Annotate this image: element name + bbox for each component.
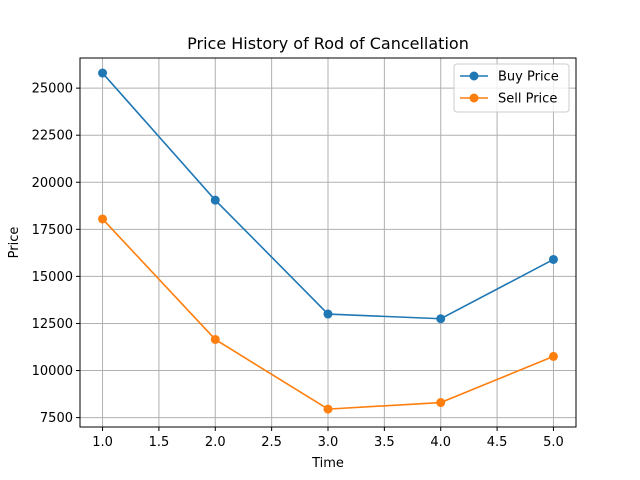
grid [80,58,576,427]
y-tick-label: 7500 [40,411,73,426]
series-lines [98,68,558,414]
legend-sell-price-marker [469,93,479,103]
legend-buy-price-label: Buy Price [498,70,559,85]
y-tick-label: 17500 [32,223,73,238]
x-axis-ticks: 1.0 1.5 2.0 2.5 3.0 3.5 4.0 4.5 5.0 [92,427,564,450]
sell-price-point [436,398,446,408]
legend-buy-price-marker [469,71,479,81]
x-tick-label: 4.0 [430,435,451,450]
x-tick-label: 4.5 [487,435,508,450]
x-axis-label: Time [311,456,344,471]
legend-sell-price-label: Sell Price [498,92,557,107]
legend: Buy Price Sell Price [453,63,570,113]
buy-price-point [98,68,108,78]
y-axis-ticks: 7500 10000 12500 15000 17500 20000 22500 25000 [32,82,80,426]
x-tick-label: 3.5 [374,435,395,450]
y-tick-label: 12500 [32,317,73,332]
y-tick-label: 22500 [32,129,73,144]
buy-price-point [548,254,558,264]
sell-price-point [98,214,108,224]
sell-price-point [548,351,558,361]
buy-price-point [436,314,446,324]
x-tick-label: 1.5 [149,435,170,450]
y-tick-label: 25000 [32,82,73,97]
y-axis-label: Price [7,227,22,259]
chart-title: Price History of Rod of Cancellation [187,34,469,53]
y-tick-label: 20000 [32,176,73,191]
buy-price-point [323,309,333,319]
sell-price-point [323,404,333,414]
x-tick-label: 3.0 [318,435,339,450]
y-tick-label: 15000 [32,270,73,285]
x-tick-label: 2.5 [261,435,282,450]
sell-price-point [210,334,220,344]
x-tick-label: 5.0 [543,435,564,450]
y-tick-label: 10000 [32,364,73,379]
x-tick-label: 2.0 [205,435,226,450]
buy-price-point [210,195,220,205]
x-tick-label: 1.0 [92,435,113,450]
